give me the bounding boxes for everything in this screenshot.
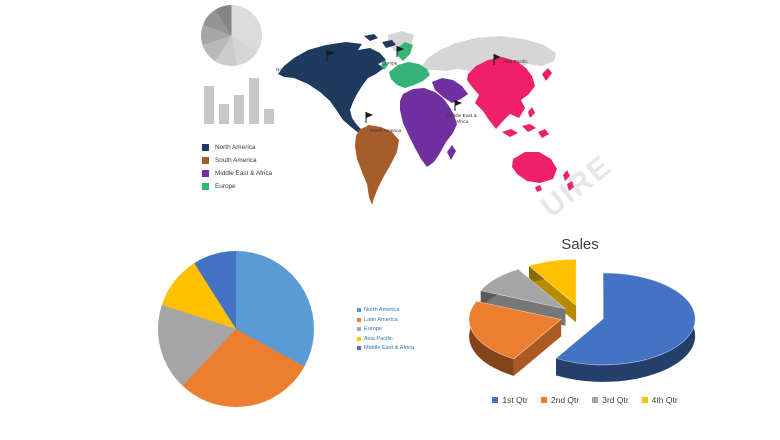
map-legend: North America South America Middle East … — [202, 143, 272, 190]
thumbnail-gray-bar-chart — [204, 78, 282, 124]
legend-label: 1st Qtr — [502, 395, 528, 405]
legend-label: South America — [215, 156, 257, 164]
map-label-middle-east-africa: Africa — [456, 119, 469, 125]
map-region-australia — [512, 152, 557, 183]
legend-swatch-middle-east-africa — [357, 346, 361, 351]
legend-item: 1st Qtr — [492, 395, 528, 405]
legend-swatch-north-america — [357, 308, 361, 312]
map-region-philippines — [528, 107, 535, 118]
legend-label: North America — [364, 307, 400, 313]
legend-swatch-4th-qtr — [641, 397, 648, 403]
legend-item: Europe — [357, 326, 414, 332]
map-region-russia — [422, 36, 556, 71]
flag-marker-icon — [326, 50, 335, 62]
map-region-north-america — [278, 42, 386, 136]
legend-item: Europe — [202, 182, 272, 190]
map-label-middle-east-africa: Middle East & — [447, 113, 477, 119]
map-region-arctic-island — [382, 40, 396, 48]
legend-label: Europe — [364, 326, 383, 333]
sales-legend: 1st Qtr 2nd Qtr 3rd Qtr 4th Qtr — [450, 395, 720, 405]
flag-marker-icon — [493, 54, 501, 65]
legend-label: Latin America — [364, 316, 398, 323]
legend-item: Middle East & Africa — [357, 345, 414, 351]
map-region-europe — [389, 62, 430, 88]
legend-item: North America — [202, 143, 272, 151]
sales-3d-pie-chart — [468, 259, 696, 382]
map-label-north-america: North America — [276, 67, 307, 73]
map-region-arctic-island — [364, 34, 378, 41]
flag-marker-icon — [365, 112, 373, 123]
legend-item: 2nd Qtr — [540, 395, 580, 405]
legend-item: 4th Qtr — [641, 395, 678, 405]
legend-item: South America — [202, 156, 272, 164]
legend-item: Latin America — [357, 317, 414, 323]
legend-label: 4th Qtr — [651, 395, 678, 405]
map-region-madagascar — [447, 145, 456, 160]
bar — [234, 95, 244, 124]
legend-label: 3rd Qtr — [602, 395, 629, 405]
map-region-new-guinea — [538, 129, 549, 138]
legend-swatch-1st-qtr — [492, 397, 499, 403]
legend-label: Asia Pacific — [364, 335, 393, 342]
thumbnail-gray-pie-chart — [201, 5, 262, 66]
legend-item: Asia Pacific — [357, 336, 414, 342]
bar — [204, 86, 214, 124]
map-label-asia-pacific: Asia Pacific — [503, 59, 528, 65]
map-region-uk — [381, 60, 388, 70]
legend-swatch-latin-america — [357, 317, 361, 322]
legend-swatch-asia-pacific — [357, 336, 361, 341]
legend-swatch-europe — [357, 327, 361, 332]
legend-label: Middle East & Africa — [364, 345, 415, 352]
regional-pie-legend: North America Latin America Europe Asia … — [357, 307, 414, 351]
map-region-africa — [400, 88, 457, 167]
map-region-indonesia — [522, 124, 536, 132]
legend-swatch-south-america — [202, 156, 209, 164]
legend-label: 2nd Qtr — [550, 395, 580, 405]
legend-swatch-europe — [202, 182, 209, 190]
legend-swatch-middle-east-africa — [202, 169, 209, 177]
legend-item: 3rd Qtr — [592, 395, 629, 405]
map-region-middle-east — [432, 78, 468, 103]
flag-marker-icon — [396, 46, 404, 57]
world-map: North America South America Europe Asia … — [276, 31, 574, 205]
map-label-europe: Europe — [382, 61, 398, 67]
sales-chart-title: Sales — [561, 236, 599, 253]
map-region-asia — [467, 57, 535, 129]
bar — [219, 104, 229, 124]
map-region-new-zealand — [567, 181, 574, 191]
flag-marker-icon — [454, 100, 462, 111]
legend-label: North America — [215, 143, 256, 151]
bar — [264, 108, 274, 124]
legend-swatch-2nd-qtr — [540, 397, 547, 403]
map-region-scandinavia — [396, 42, 413, 61]
map-region-japan — [542, 68, 552, 81]
map-region-south-america — [355, 125, 399, 205]
map-label-south-america: South America — [370, 128, 402, 134]
legend-label: Middle East & Africa — [215, 169, 273, 177]
legend-swatch-north-america — [202, 143, 209, 151]
map-region-new-zealand — [563, 170, 570, 181]
regional-share-pie-chart — [158, 251, 314, 407]
map-region-tasmania — [535, 185, 542, 192]
legend-item: North America — [357, 307, 414, 313]
legend-item: Middle East & Africa — [202, 169, 272, 177]
map-region-indonesia — [502, 129, 518, 137]
bar — [249, 78, 259, 124]
legend-swatch-3rd-qtr — [592, 397, 599, 403]
legend-label: Europe — [215, 182, 236, 190]
